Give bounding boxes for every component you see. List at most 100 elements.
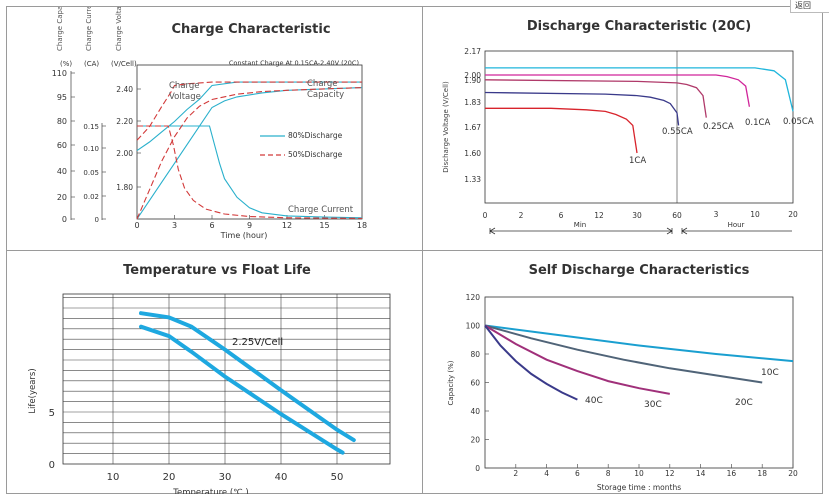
- capacity-tick-label: 80: [57, 117, 67, 126]
- series-50-capacity: [136, 87, 363, 220]
- corner-return-tab[interactable]: 返回: [790, 0, 829, 13]
- self-discharge-label-20C: 20C: [735, 398, 753, 408]
- condition-label: Constant Charge At 0.15CA-2.40V (20C): [229, 59, 359, 67]
- current-tick-label: 0: [95, 216, 99, 224]
- x-axis-label: Time (hour): [220, 231, 268, 240]
- x-tick-label: 10: [107, 472, 120, 483]
- y-tick-label: 2.00: [464, 71, 481, 80]
- capacity-tick-label: 110: [52, 69, 67, 78]
- hour-range-label: Hour: [728, 221, 745, 229]
- chart-title: Discharge Characteristic (20C): [527, 19, 751, 34]
- y-axis-label: Discharge Voltage (V/Cell): [442, 81, 450, 173]
- hour-range-arrow: [681, 227, 688, 235]
- self-discharge-label-10C: 10C: [761, 368, 779, 378]
- series-50-voltage: [136, 81, 362, 141]
- x-tick-label: 15: [319, 221, 329, 230]
- temperature-float-life-chart: Temperature vs Float Life 10 20 30 40 50 0 5 Li…: [28, 263, 391, 494]
- voltage-annotation: 2.25V/Cell: [232, 337, 283, 348]
- self-discharge-curve-10C: [484, 324, 794, 363]
- axis-unit-2: (V/Cell): [111, 60, 137, 68]
- self-discharge-label-30C: 30C: [644, 400, 662, 410]
- legend-label-50: 50%Discharge: [288, 150, 343, 159]
- discharge-curve-label-0: 1CA: [629, 156, 646, 166]
- capacity-tick-label: 60: [57, 141, 67, 150]
- hour-tick-label: 3: [714, 210, 719, 219]
- plot-area: [62, 293, 391, 465]
- discharge-curve-2: [484, 79, 707, 118]
- legend-label-80: 80%Discharge: [288, 131, 343, 140]
- x-axis-label: Storage time : months: [597, 483, 681, 492]
- x-tick-label: 20: [163, 472, 176, 483]
- x-tick-label: 6: [575, 469, 580, 478]
- chart-title: Temperature vs Float Life: [123, 263, 311, 278]
- x-tick-label: 20: [788, 469, 798, 478]
- min-range-arrows: [489, 227, 673, 235]
- voltage-tick-label: 2.00: [116, 149, 133, 158]
- y-axis-label: Life(years): [28, 368, 38, 413]
- axis-header-0: Charge Capacity: [56, 7, 64, 51]
- x-tick-label: 3: [172, 221, 177, 230]
- plot-area: [484, 296, 794, 469]
- y-tick-label: 120: [466, 293, 481, 302]
- x-tick-label: 18: [357, 221, 367, 230]
- y-axis-label: Capacity (%): [447, 360, 455, 405]
- capacity-tick-label: 95: [57, 93, 67, 102]
- self-discharge-chart: Self Discharge Characteristics 0 20 40 60 80…: [447, 263, 798, 492]
- discharge-characteristic-chart: Discharge Characteristic (20C) 1.33 1.60 1…: [442, 19, 814, 235]
- y-tick-label: 1.83: [464, 98, 481, 107]
- life-curve-upper: [139, 311, 356, 443]
- series-50-current: [137, 125, 363, 219]
- life-curve-lower: [139, 324, 345, 455]
- x-tick-label: 40: [275, 472, 288, 483]
- y-tick-label: 0: [49, 460, 55, 471]
- x-tick-label: 6: [209, 221, 214, 230]
- y-tick-label: 1.33: [464, 175, 481, 184]
- discharge-curve-label-2: 0.25CA: [703, 122, 734, 132]
- x-tick-label: 16: [727, 469, 737, 478]
- voltage-tick-label: 2.20: [116, 117, 133, 126]
- current-tick-label: 0.02: [83, 193, 99, 201]
- capacity-tick-label: 20: [57, 193, 67, 202]
- hour-tick-label: 10: [750, 210, 760, 219]
- discharge-curve-0: [485, 107, 638, 154]
- y-tick-label: 20: [470, 436, 480, 445]
- current-tick-label: 0.10: [83, 145, 99, 153]
- self-discharge-curve-30C: [484, 324, 670, 395]
- x-tick-label: 18: [757, 469, 767, 478]
- y-tick-label: 60: [470, 379, 480, 388]
- discharge-curve-1: [484, 91, 680, 126]
- y-tick-label: 80: [470, 350, 480, 359]
- x-tick-label: 50: [331, 472, 344, 483]
- min-tick-label: 6: [559, 211, 564, 220]
- x-tick-label: 0: [134, 221, 139, 230]
- capacity-tick-label: 0: [62, 215, 67, 224]
- current-tick-label: 0.05: [83, 169, 99, 177]
- y-tick-label: 5: [49, 408, 55, 419]
- y-tick-label: 100: [466, 322, 481, 331]
- x-axis-label: Temperature (℃ ): [172, 488, 248, 494]
- self-discharge-curve-40C: [484, 324, 578, 401]
- annotation-capacity-2: Capacity: [307, 90, 344, 100]
- charge-characteristic-chart: Charge Characteristic Charge Capacity Cha…: [52, 7, 367, 240]
- y-tick-label: 2.17: [464, 47, 481, 56]
- annotation-current: Charge Current: [288, 205, 354, 215]
- min-tick-label: 12: [594, 211, 604, 220]
- x-tick-label: 12: [665, 469, 675, 478]
- min-tick-label: 30: [632, 211, 642, 220]
- axis-header-2: Charge Voltage: [115, 7, 123, 51]
- self-discharge-curve-20C: [484, 324, 763, 384]
- x-tick-label: 9: [247, 221, 252, 230]
- annotation-capacity-1: Charge: [307, 79, 338, 89]
- discharge-curve-label-1: 0.55CA: [662, 127, 693, 137]
- annotation-voltage-1: Charge: [169, 81, 200, 91]
- annotation-voltage-2: Voltage: [169, 92, 201, 102]
- y-tick-label: 1.60: [464, 149, 481, 158]
- axis-unit-1: (CA): [84, 60, 99, 68]
- x-tick-label: 10: [634, 469, 644, 478]
- discharge-curve-label-3: 0.1CA: [745, 118, 770, 128]
- axis-unit-0: (%): [60, 60, 72, 68]
- chart-title: Self Discharge Characteristics: [529, 263, 750, 278]
- current-tick-label: 0.15: [83, 123, 99, 131]
- series-80-current: [137, 125, 363, 219]
- y-tick-label: 40: [470, 407, 480, 416]
